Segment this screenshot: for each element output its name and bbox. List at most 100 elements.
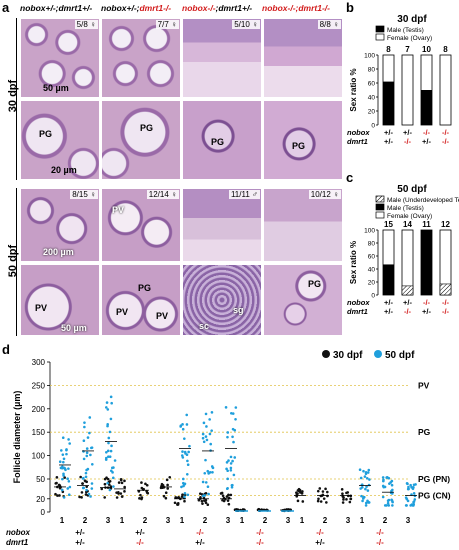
geno-dmrt1-3: -/- <box>442 307 450 316</box>
dot-50-0-1-16 <box>88 431 91 435</box>
geno-nobox-0: +/- <box>384 128 393 137</box>
dot-30-4-1-13 <box>321 490 325 493</box>
dot-30-1-0-9 <box>120 481 124 485</box>
legend-label-0: Male (Underdeveloped Testis) <box>387 197 459 204</box>
dot-30-4-2-11 <box>340 488 344 491</box>
dot-30-0-1-12 <box>85 480 88 484</box>
dot-50-0-1-18 <box>90 487 94 490</box>
dot-50-5-1-10 <box>387 504 391 507</box>
dot-30-1-2-12 <box>166 487 170 490</box>
bar-male-2 <box>421 90 432 125</box>
dot-50-0-0-18 <box>67 467 70 470</box>
dot-50-2-2-5 <box>226 431 230 434</box>
dot-50-2-1-3 <box>202 421 206 425</box>
dot-30-2-1-9 <box>201 502 204 505</box>
dot-50-0-1-27 <box>88 416 92 419</box>
dot-50-5-1-26 <box>382 479 385 483</box>
histology-50-4-high: PG sg <box>263 264 343 336</box>
chart-title: 50 dpf <box>397 184 427 195</box>
dot-50-2-2-12 <box>226 435 229 439</box>
dot-30-2-2-8 <box>227 493 230 497</box>
row-dmrt1: dmrt1 <box>347 137 368 146</box>
group-dmrt1-2: +/- <box>195 538 205 547</box>
dot-50-0-1-19 <box>82 486 85 490</box>
dot-50-0-0-13 <box>59 466 63 470</box>
dot-30-2-2-4 <box>226 499 230 502</box>
dot-50-0-2-18 <box>110 444 113 448</box>
dot-30-1-1-7 <box>145 483 149 487</box>
geno-dmrt1-2: +/- <box>422 137 431 146</box>
dot-30-2-2-10 <box>227 502 231 506</box>
dot-50-5-0-24 <box>360 486 364 489</box>
dot-30-1-2-13 <box>168 475 172 479</box>
group-nobox-1: +/- <box>135 528 145 537</box>
dot-30-1-1-5 <box>138 497 141 500</box>
dot-30-4-2-13 <box>348 500 352 504</box>
histology-50-1-high: PV 50 µm <box>20 264 100 336</box>
dot-50-0-0-22 <box>66 477 69 481</box>
dot-50-2-1-23 <box>203 471 207 475</box>
dot-50-0-2-25 <box>107 455 110 458</box>
group-dmrt1-1: -/- <box>136 538 144 547</box>
y-tick-label-1: 20 <box>36 495 45 504</box>
y-tick-label-0: 0 <box>371 123 375 130</box>
y-axis-label: Sex ratio % <box>349 241 358 284</box>
y-tick-label-4: 80 <box>368 241 376 248</box>
col-header-2b: dmrt1-/- <box>139 3 172 13</box>
histology-30-3-high: PG <box>182 100 262 180</box>
legend-label-0: Male (Testis) <box>387 27 424 34</box>
ref-label-0: PV <box>418 380 430 390</box>
x-label-4-0: 1 <box>300 516 305 525</box>
dot-50-0-1-24 <box>85 447 89 450</box>
dot-50-2-0-21 <box>183 495 186 499</box>
dot-50-2-0-8 <box>185 413 189 417</box>
x-label-4-1: 2 <box>323 516 328 525</box>
dot-50-2-1-21 <box>209 442 213 446</box>
panel-b-chart: b 30 dpf Male (Testis)Female (Ovary) 0 20 40 6… <box>346 0 452 146</box>
dot-50-0-2-23 <box>104 406 108 409</box>
dot-50-5-1-0 <box>381 495 385 499</box>
dot-50-0-2-14 <box>107 441 110 445</box>
y-tick-label-7: 300 <box>32 358 46 367</box>
dot-50-5-1-11 <box>388 482 391 485</box>
scalebar-label-4: 50 µm <box>61 323 87 333</box>
dot-50-0-1-15 <box>91 462 94 466</box>
dot-50-2-2-3 <box>229 466 233 470</box>
dot-50-0-2-22 <box>111 476 115 480</box>
ref-label-3: PG (CN) <box>418 491 451 501</box>
dot-50-2-2-14 <box>229 468 233 472</box>
geno-nobox-1: +/- <box>403 128 412 137</box>
y-tick-label-4: 80 <box>368 67 376 74</box>
dot-30-4-1-12 <box>317 497 320 501</box>
y-tick-label-1: 20 <box>368 109 376 116</box>
panel-c-chart: c 50 dpf Male (Underdeveloped Testis)Male … <box>346 170 459 316</box>
dot-50-2-0-9 <box>186 459 189 463</box>
chart-title: 30 dpf <box>397 14 427 25</box>
dot-30-4-0-11 <box>297 489 301 492</box>
dot-50-0-1-6 <box>85 488 88 492</box>
dot-50-5-0-1 <box>362 469 365 473</box>
dot-50-0-0-14 <box>62 496 66 499</box>
x-label-1-0: 1 <box>120 516 125 525</box>
dot-50-0-0-5 <box>66 487 70 490</box>
x-label-1-1: 2 <box>143 516 148 525</box>
dot-30-4-0-9 <box>301 500 305 503</box>
dot-50-2-1-26 <box>204 458 207 462</box>
dot-50-0-1-10 <box>82 439 86 443</box>
dot-50-2-0-2 <box>180 485 183 489</box>
dot-50-2-2-1 <box>226 469 229 473</box>
dot-50-0-1-26 <box>86 436 90 439</box>
dot-30-4-1-2 <box>326 490 329 494</box>
dot-50-2-0-23 <box>183 492 187 495</box>
dot-50-2-2-2 <box>226 477 229 481</box>
geno-dmrt1-1: -/- <box>404 137 412 146</box>
dot-50-2-2-9 <box>230 485 234 489</box>
dot-50-5-2-14 <box>404 496 408 499</box>
dot-30-4-1-5 <box>316 499 320 503</box>
dot-30-1-2-10 <box>160 482 164 486</box>
legend-label-50: 50 dpf <box>385 350 415 361</box>
dot-50-5-2-15 <box>412 492 416 495</box>
dot-50-2-1-11 <box>202 440 206 444</box>
dot-50-5-2-26 <box>405 481 409 485</box>
dot-30-2-0-6 <box>177 495 181 499</box>
